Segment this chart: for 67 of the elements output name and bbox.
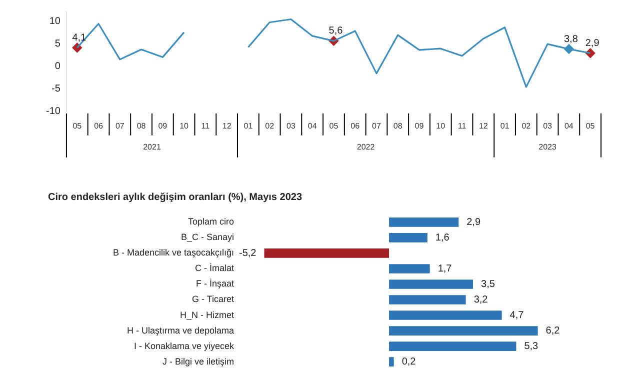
y-tick-label: -5 <box>52 84 61 95</box>
y-tick-label: Toplam ciro <box>188 216 234 227</box>
bar <box>389 218 459 227</box>
bar <box>389 357 394 366</box>
data-label: -5,2 <box>239 248 257 259</box>
data-label: 2,9 <box>466 216 481 228</box>
text: 2022 <box>356 142 376 152</box>
y-tick-label: B_C - Sanayi <box>181 232 234 242</box>
x-tick-label: 05 <box>72 121 82 130</box>
x-tick-label: 06 <box>350 121 360 130</box>
bar <box>389 233 428 242</box>
x-tick-label: 08 <box>393 121 403 130</box>
x-tick-label: 05 <box>329 121 339 130</box>
x-tick-label: 01 <box>244 121 254 130</box>
x-tick-label: 06 <box>94 121 104 130</box>
x-tick-label: 10 <box>436 121 446 130</box>
x-tick-label: 05 <box>586 121 596 130</box>
x-tick-label: 11 <box>201 121 210 130</box>
x-tick-label: 03 <box>286 121 296 130</box>
bar <box>389 264 430 274</box>
text: 2023 <box>538 142 557 152</box>
x-tick-label: 02 <box>522 121 532 130</box>
data-label: 0,2 <box>402 356 416 368</box>
y-tick-label: 10 <box>49 16 61 27</box>
data-label: 5,3 <box>524 341 539 352</box>
bar <box>389 280 474 289</box>
x-tick-label: 04 <box>308 121 318 130</box>
data-label: 5,6 <box>328 26 344 37</box>
data-label: 1,7 <box>438 263 452 274</box>
y-tick-label: C - İmalat <box>195 263 235 274</box>
x-tick-label: 02 <box>265 121 275 130</box>
x-tick-label: 07 <box>115 121 125 130</box>
data-label: 4,7 <box>510 310 524 322</box>
text: Ciro endeksleri aylık değişim oranları (%), Mayıs 2023 <box>48 191 303 205</box>
x-tick-label: 12 <box>222 121 232 130</box>
bar <box>389 295 466 304</box>
text: 2021 <box>143 142 162 152</box>
y-tick-label: F - İnşaat <box>196 278 235 289</box>
data-label: 2,9 <box>585 38 600 49</box>
y-tick-label: J - Bilgi ve iletişim <box>162 356 234 366</box>
data-label: 3,5 <box>481 278 496 290</box>
y-tick-label: B - Madencilik ve taşocakçılığı <box>112 248 234 258</box>
y-tick-label: H_N - Hizmet <box>180 310 235 320</box>
bar <box>264 248 390 258</box>
x-tick-label: 04 <box>564 121 574 130</box>
x-tick-label: 03 <box>543 121 553 130</box>
data-label: 4,1 <box>72 32 87 44</box>
x-tick-label: 08 <box>136 121 146 130</box>
data-label: 3,2 <box>474 294 488 306</box>
x-tick-label: 07 <box>372 121 382 130</box>
x-tick-label: 11 <box>458 121 467 130</box>
x-tick-label: 01 <box>500 121 510 130</box>
x-tick-label: 09 <box>414 121 424 130</box>
y-tick-label: 0 <box>54 60 61 72</box>
y-tick-label: I - Konaklama ve yiyecek <box>134 340 235 351</box>
y-tick-label: -10 <box>46 106 61 118</box>
bar <box>389 326 538 336</box>
x-tick-label: 09 <box>158 121 168 130</box>
y-tick-label: G - Ticaret <box>192 294 235 304</box>
data-label: 3,8 <box>564 34 578 45</box>
bar <box>389 342 516 351</box>
x-tick-label: 12 <box>478 121 488 130</box>
bar <box>389 310 502 320</box>
data-label: 1,6 <box>435 232 450 244</box>
y-tick-label: 5 <box>54 38 61 50</box>
data-label: 6,2 <box>546 326 560 337</box>
y-tick-label: H - Ulaştırma ve depolama <box>127 325 234 336</box>
